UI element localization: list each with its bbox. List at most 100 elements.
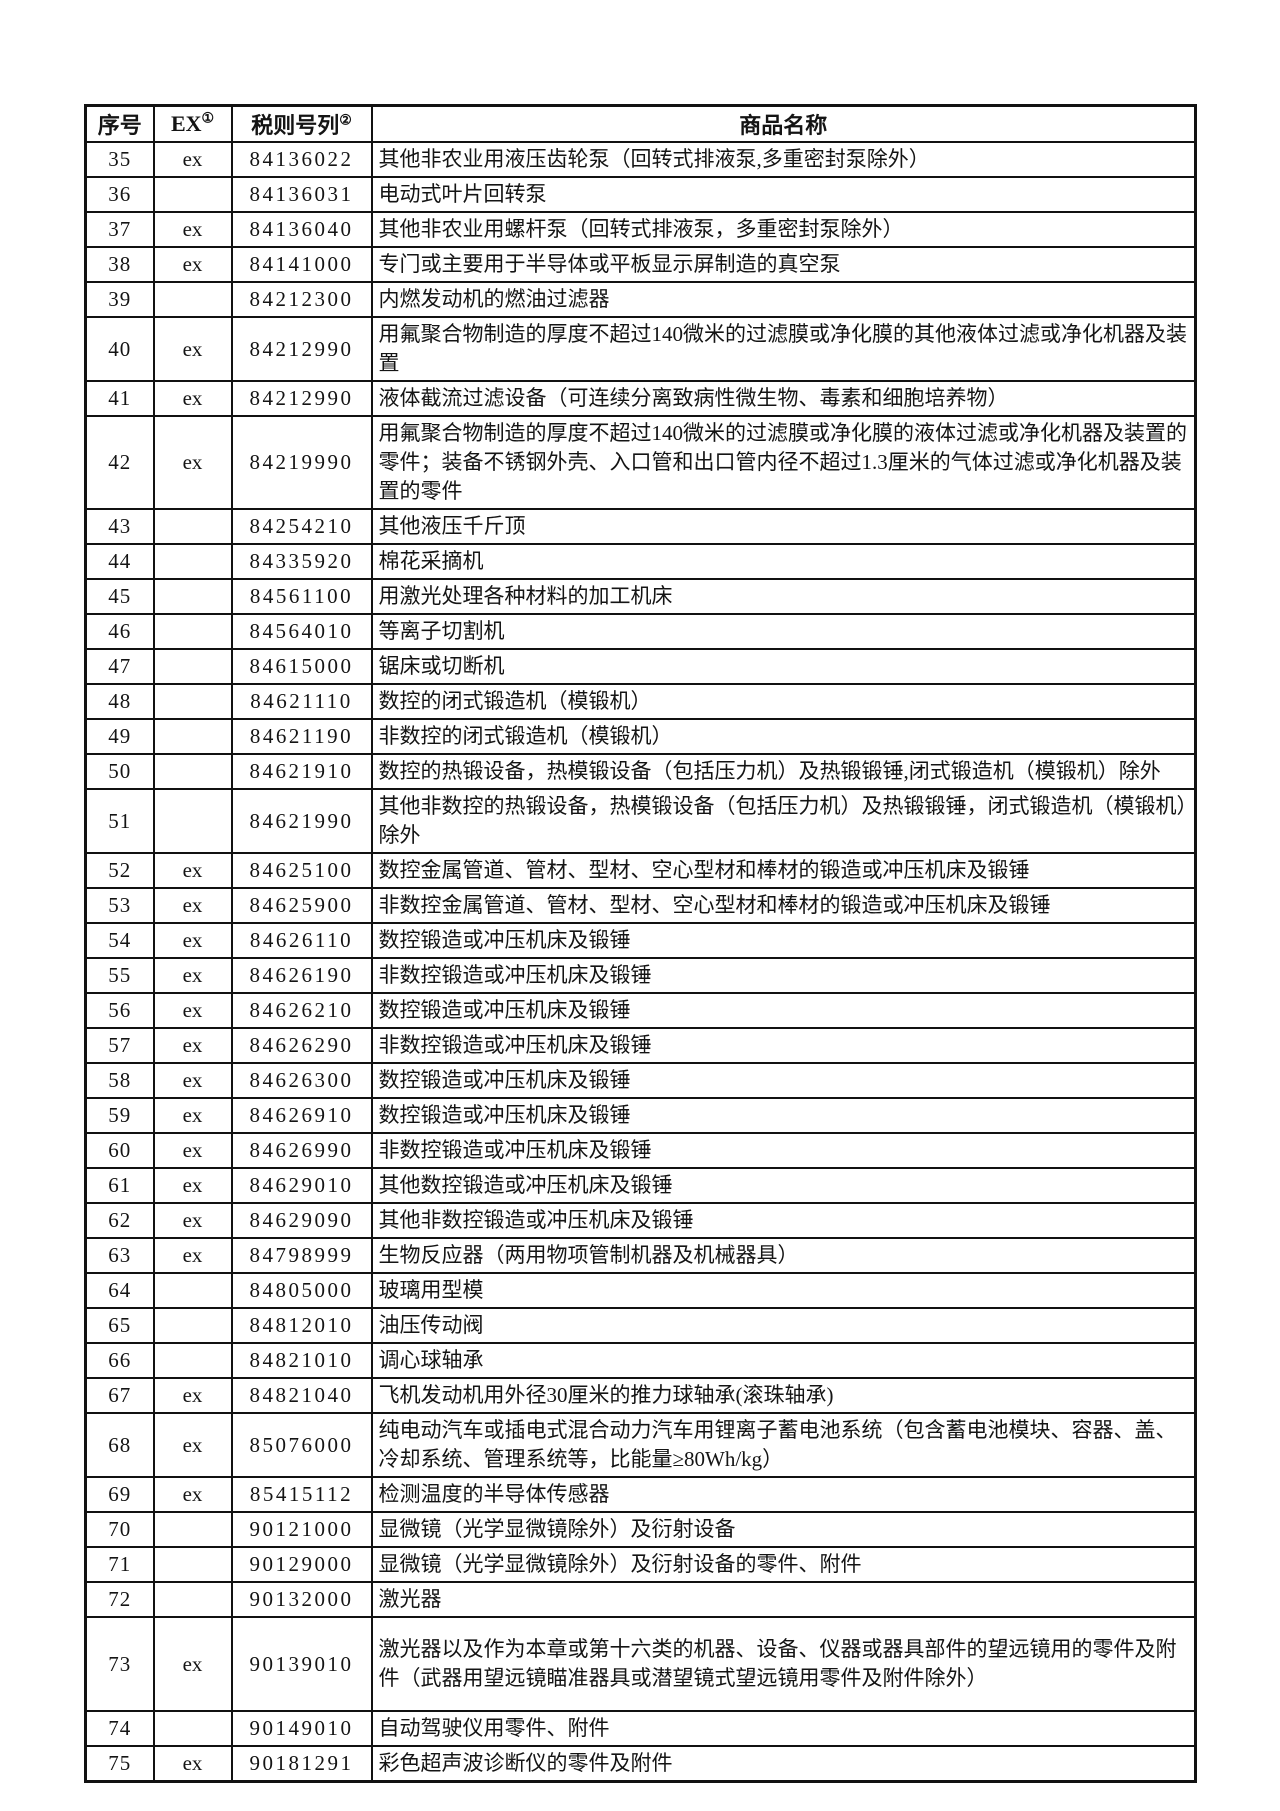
table-row: 37 ex 84136040 其他非农业用螺杆泵（回转式排液泵，多重密封泵除外）	[84, 211, 1197, 248]
cell-ex-flag: ex	[152, 1167, 233, 1204]
table-row: 56 ex 84626210 数控锻造或冲压机床及锻锤	[84, 992, 1197, 1029]
cell-ex-flag: ex	[152, 316, 233, 382]
table-row: 73 ex 90139010 激光器以及作为本章或第十六类的机器、设备、仪器或器…	[84, 1616, 1197, 1712]
column-header-seq: 序号	[84, 104, 155, 143]
cell-product-name: 电动式叶片回转泵	[370, 176, 1197, 213]
cell-tariff-code: 84621190	[230, 718, 373, 755]
table-row: 57 ex 84626290 非数控锻造或冲压机床及锻锤	[84, 1027, 1197, 1064]
cell-tariff-code: 84626300	[230, 1062, 373, 1099]
cell-serial-number: 67	[84, 1377, 155, 1414]
cell-serial-number: 43	[84, 508, 155, 545]
cell-tariff-code: 84626190	[230, 957, 373, 994]
cell-serial-number: 46	[84, 613, 155, 650]
cell-tariff-code: 84626110	[230, 922, 373, 959]
cell-serial-number: 69	[84, 1476, 155, 1513]
cell-ex-flag: ex	[152, 211, 233, 248]
cell-ex-flag	[152, 648, 233, 685]
cell-product-name: 棉花采摘机	[370, 543, 1197, 580]
cell-ex-flag	[152, 508, 233, 545]
cell-tariff-code: 84136031	[230, 176, 373, 213]
cell-product-name: 其他非数控锻造或冲压机床及锻锤	[370, 1202, 1197, 1239]
cell-product-name: 非数控锻造或冲压机床及锻锤	[370, 1027, 1197, 1064]
cell-ex-flag: ex	[152, 415, 233, 510]
table-row: 71 90129000 显微镜（光学显微镜除外）及衍射设备的零件、附件	[84, 1546, 1197, 1583]
cell-ex-flag: ex	[152, 1412, 233, 1478]
cell-ex-flag	[152, 1710, 233, 1747]
table-row: 52 ex 84625100 数控金属管道、管材、型材、空心型材和棒材的锻造或冲…	[84, 852, 1197, 889]
cell-serial-number: 51	[84, 788, 155, 854]
cell-ex-flag	[152, 578, 233, 615]
cell-serial-number: 73	[84, 1616, 155, 1712]
cell-product-name: 激光器以及作为本章或第十六类的机器、设备、仪器或器具部件的望远镜用的零件及附件（…	[370, 1616, 1197, 1712]
cell-serial-number: 57	[84, 1027, 155, 1064]
table-row: 59 ex 84626910 数控锻造或冲压机床及锻锤	[84, 1097, 1197, 1134]
table-row: 70 90121000 显微镜（光学显微镜除外）及衍射设备	[84, 1511, 1197, 1548]
footnote-marker-2: ②	[339, 113, 352, 129]
cell-product-name: 数控锻造或冲压机床及锻锤	[370, 992, 1197, 1029]
cell-tariff-code: 84798999	[230, 1237, 373, 1274]
cell-ex-flag: ex	[152, 922, 233, 959]
table-row: 65 84812010 油压传动阀	[84, 1307, 1197, 1344]
cell-serial-number: 74	[84, 1710, 155, 1747]
cell-serial-number: 50	[84, 753, 155, 790]
table-row: 42 ex 84219990 用氟聚合物制造的厚度不超过140微米的过滤膜或净化…	[84, 415, 1197, 510]
table-row: 44 84335920 棉花采摘机	[84, 543, 1197, 580]
cell-ex-flag: ex	[152, 852, 233, 889]
cell-serial-number: 37	[84, 211, 155, 248]
cell-serial-number: 59	[84, 1097, 155, 1134]
cell-serial-number: 72	[84, 1581, 155, 1618]
cell-tariff-code: 84812010	[230, 1307, 373, 1344]
table-row: 39 84212300 内燃发动机的燃油过滤器	[84, 281, 1197, 318]
cell-product-name: 数控的闭式锻造机（模锻机）	[370, 683, 1197, 720]
column-header-ex-label: EX	[170, 111, 202, 136]
cell-ex-flag	[152, 543, 233, 580]
cell-product-name: 数控锻造或冲压机床及锻锤	[370, 1062, 1197, 1099]
cell-serial-number: 64	[84, 1272, 155, 1309]
cell-ex-flag	[152, 281, 233, 318]
cell-ex-flag: ex	[152, 380, 233, 417]
cell-ex-flag	[152, 1581, 233, 1618]
cell-serial-number: 75	[84, 1745, 155, 1783]
cell-tariff-code: 84821010	[230, 1342, 373, 1379]
cell-ex-flag: ex	[152, 1097, 233, 1134]
cell-ex-flag: ex	[152, 141, 233, 178]
cell-tariff-code: 90149010	[230, 1710, 373, 1747]
cell-tariff-code: 84626910	[230, 1097, 373, 1134]
table-row: 58 ex 84626300 数控锻造或冲压机床及锻锤	[84, 1062, 1197, 1099]
cell-serial-number: 53	[84, 887, 155, 924]
cell-serial-number: 47	[84, 648, 155, 685]
cell-tariff-code: 84136040	[230, 211, 373, 248]
cell-ex-flag: ex	[152, 1377, 233, 1414]
cell-serial-number: 63	[84, 1237, 155, 1274]
cell-ex-flag: ex	[152, 1202, 233, 1239]
cell-serial-number: 71	[84, 1546, 155, 1583]
cell-serial-number: 45	[84, 578, 155, 615]
cell-tariff-code: 84625100	[230, 852, 373, 889]
cell-ex-flag: ex	[152, 1027, 233, 1064]
cell-product-name: 等离子切割机	[370, 613, 1197, 650]
cell-product-name: 其他非农业用液压齿轮泵（回转式排液泵,多重密封泵除外）	[370, 141, 1197, 178]
cell-product-name: 用氟聚合物制造的厚度不超过140微米的过滤膜或净化膜的液体过滤或净化机器及装置的…	[370, 415, 1197, 510]
cell-product-name: 生物反应器（两用物项管制机器及机械器具）	[370, 1237, 1197, 1274]
cell-tariff-code: 85415112	[230, 1476, 373, 1513]
table-row: 50 84621910 数控的热锻设备，热模锻设备（包括压力机）及热锻锻锤,闭式…	[84, 753, 1197, 790]
cell-product-name: 用激光处理各种材料的加工机床	[370, 578, 1197, 615]
cell-tariff-code: 84626210	[230, 992, 373, 1029]
cell-serial-number: 40	[84, 316, 155, 382]
cell-ex-flag	[152, 1546, 233, 1583]
cell-ex-flag	[152, 1307, 233, 1344]
cell-tariff-code: 84629090	[230, 1202, 373, 1239]
cell-ex-flag: ex	[152, 887, 233, 924]
cell-serial-number: 70	[84, 1511, 155, 1548]
cell-product-name: 专门或主要用于半导体或平板显示屏制造的真空泵	[370, 246, 1197, 283]
cell-product-name: 数控金属管道、管材、型材、空心型材和棒材的锻造或冲压机床及锻锤	[370, 852, 1197, 889]
cell-product-name: 其他液压千斤顶	[370, 508, 1197, 545]
cell-tariff-code: 85076000	[230, 1412, 373, 1478]
cell-serial-number: 38	[84, 246, 155, 283]
table-row: 49 84621190 非数控的闭式锻造机（模锻机）	[84, 718, 1197, 755]
table-row: 64 84805000 玻璃用型模	[84, 1272, 1197, 1309]
table-row: 61 ex 84629010 其他数控锻造或冲压机床及锻锤	[84, 1167, 1197, 1204]
table-row: 54 ex 84626110 数控锻造或冲压机床及锻锤	[84, 922, 1197, 959]
cell-tariff-code: 84335920	[230, 543, 373, 580]
cell-serial-number: 61	[84, 1167, 155, 1204]
